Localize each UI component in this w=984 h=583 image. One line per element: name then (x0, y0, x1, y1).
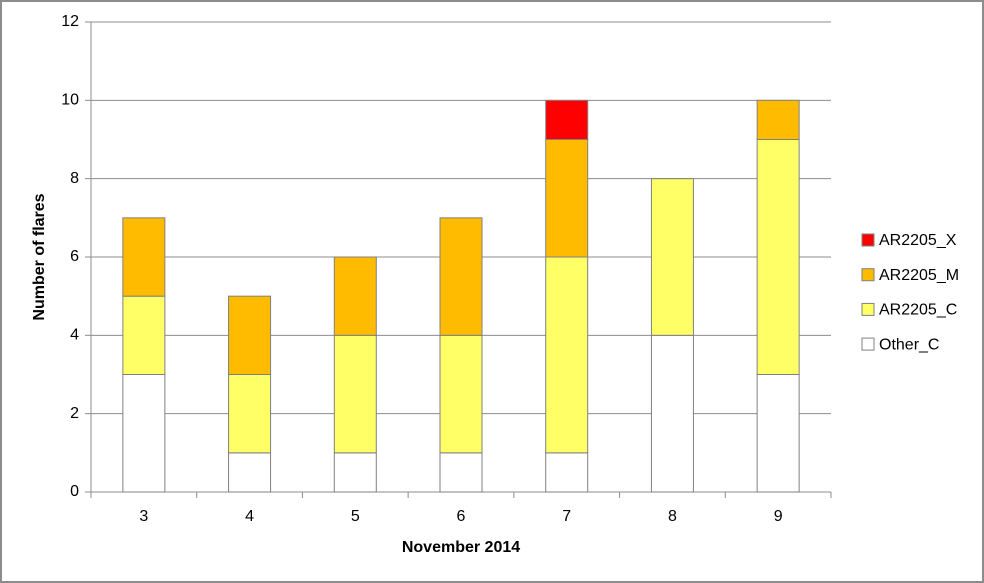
y-axis-title: Number of flares (31, 193, 48, 320)
bar-segment (545, 452, 589, 493)
bar-segment (650, 334, 694, 493)
y-tick-label: 4 (70, 327, 79, 344)
bar-segment (333, 334, 377, 454)
x-tick-label: 9 (774, 508, 783, 525)
y-tick-label: 10 (61, 92, 79, 109)
bar-segment (122, 295, 166, 375)
legend-label: AR2205_X (879, 232, 957, 249)
bar-segment (333, 452, 377, 493)
bar-segment (756, 374, 800, 493)
bar-segment (122, 374, 166, 493)
legend-swatch (861, 302, 875, 316)
y-tick-label: 2 (70, 405, 79, 422)
bar-segment (122, 217, 166, 297)
x-axis-title: November 2014 (402, 539, 520, 556)
bar-segment (545, 99, 589, 141)
x-tick-label: 8 (668, 508, 677, 525)
bar-segment (333, 256, 377, 336)
x-tick-label: 7 (562, 508, 571, 525)
bar-segment (228, 452, 272, 493)
y-tick-label: 6 (70, 248, 79, 265)
legend-label: Other_C (879, 336, 939, 353)
bar-segment (756, 139, 800, 375)
y-tick-label: 8 (70, 170, 79, 187)
y-tick-label: 12 (61, 13, 79, 30)
legend-swatch (861, 268, 875, 282)
bar-segment (439, 217, 483, 336)
legend-swatch (861, 337, 875, 351)
bar-segment (228, 374, 272, 454)
bar-segment (650, 178, 694, 336)
bar-segment (439, 334, 483, 454)
x-tick-label: 3 (139, 508, 148, 525)
y-tick-label: 0 (70, 483, 79, 500)
legend-label: AR2205_M (879, 267, 959, 284)
legend-label: AR2205_C (879, 302, 957, 319)
bar-segment (545, 256, 589, 454)
x-tick-label: 6 (457, 508, 466, 525)
x-tick-label: 5 (351, 508, 360, 525)
x-tick-label: 4 (245, 508, 254, 525)
bar-segment (545, 139, 589, 258)
bar-segment (439, 452, 483, 493)
bar-segment (228, 295, 272, 375)
legend-swatch (861, 233, 875, 247)
bar-segment (756, 99, 800, 141)
